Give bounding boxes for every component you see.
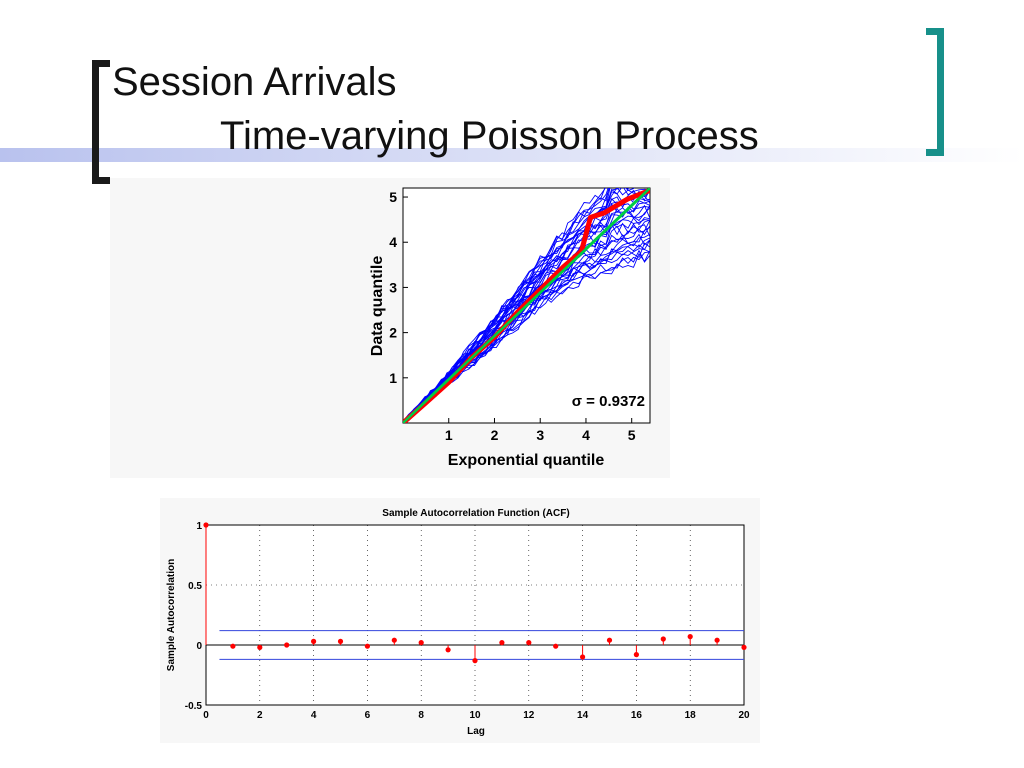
qq-y-tick-label: 3 [389, 279, 397, 295]
acf-x-tick-label: 8 [418, 710, 424, 721]
title-accent-bar [0, 148, 1024, 162]
acf-point [472, 658, 478, 664]
qq-plot-panel: 1 2 3 4 5 1 2 3 4 5 Exponential quantile Data qua… [110, 178, 670, 478]
acf-x-tick-label: 6 [365, 710, 371, 721]
qq-x-axis-label: Exponential quantile [448, 452, 605, 469]
acf-point [364, 643, 370, 649]
acf-point [687, 634, 693, 640]
qq-y-tick-label: 2 [389, 325, 397, 341]
qq-simulated-curve [403, 188, 606, 422]
qq-observed-line [403, 188, 650, 423]
qq-y-tick-label: 4 [389, 234, 397, 250]
acf-x-tick-label: 4 [311, 710, 317, 721]
qq-x-tick-label: 2 [491, 427, 499, 443]
acf-x-tick-label: 16 [631, 710, 643, 721]
left-bracket-decoration [92, 60, 110, 184]
qq-y-tick-label: 1 [389, 370, 397, 386]
acf-x-axis-label: Lag [467, 726, 485, 737]
acf-x-tick-label: 2 [257, 710, 263, 721]
qq-x-tick-label: 3 [536, 427, 544, 443]
acf-point [633, 652, 639, 658]
qq-plot: 1 2 3 4 5 1 2 3 4 5 Exponential quantile Data qua… [369, 187, 651, 469]
acf-point [741, 644, 747, 650]
qq-y-tick-label: 5 [389, 189, 397, 205]
acf-x-tick-label: 0 [203, 710, 209, 721]
qq-simulated-curve [403, 188, 610, 422]
qq-x-tick-label: 1 [445, 427, 453, 443]
slide-subtitle: Time-varying Poisson Process [220, 114, 759, 158]
acf-point [660, 636, 666, 642]
acf-point [580, 654, 586, 660]
qq-x-tick-label: 4 [582, 427, 590, 443]
qq-simulated-curve [403, 188, 606, 423]
acf-y-tick-label: -0.5 [185, 701, 203, 712]
acf-point [553, 643, 559, 649]
acf-point [418, 640, 424, 646]
acf-point [391, 637, 397, 643]
acf-point [203, 522, 209, 528]
acf-point [311, 638, 317, 644]
acf-x-tick-label: 20 [738, 710, 750, 721]
acf-point [257, 644, 263, 650]
qq-reference-line-overlay [403, 188, 650, 423]
acf-x-tick-label: 14 [577, 710, 589, 721]
acf-y-tick-label: 0.5 [188, 581, 202, 592]
right-bracket-decoration [926, 28, 944, 156]
qq-sigma-annotation: σ = 0.9372 [572, 393, 645, 410]
qq-x-tick-label: 5 [628, 427, 636, 443]
slide-title: Session Arrivals [112, 60, 397, 104]
acf-point [606, 637, 613, 643]
qq-y-axis-label: Data quantile [369, 256, 386, 357]
acf-x-tick-label: 10 [469, 710, 481, 721]
acf-point [714, 637, 720, 643]
acf-y-tick-label: 1 [196, 521, 202, 532]
acf-x-tick-label: 18 [685, 710, 697, 721]
acf-point [284, 642, 290, 648]
acf-plot: Sample Autocorrelation Function (ACF) 0 2… [166, 508, 750, 737]
acf-plot-panel: Sample Autocorrelation Function (ACF) 0 2… [160, 498, 760, 743]
acf-x-tick-label: 12 [523, 710, 535, 721]
acf-point [526, 640, 532, 646]
acf-y-axis-label: Sample Autocorrelation [166, 559, 177, 671]
acf-y-tick-label: 0 [196, 641, 202, 652]
acf-point [230, 643, 236, 649]
acf-point [445, 647, 451, 653]
acf-title: Sample Autocorrelation Function (ACF) [382, 508, 569, 519]
acf-point [499, 640, 505, 646]
acf-point [337, 638, 344, 644]
